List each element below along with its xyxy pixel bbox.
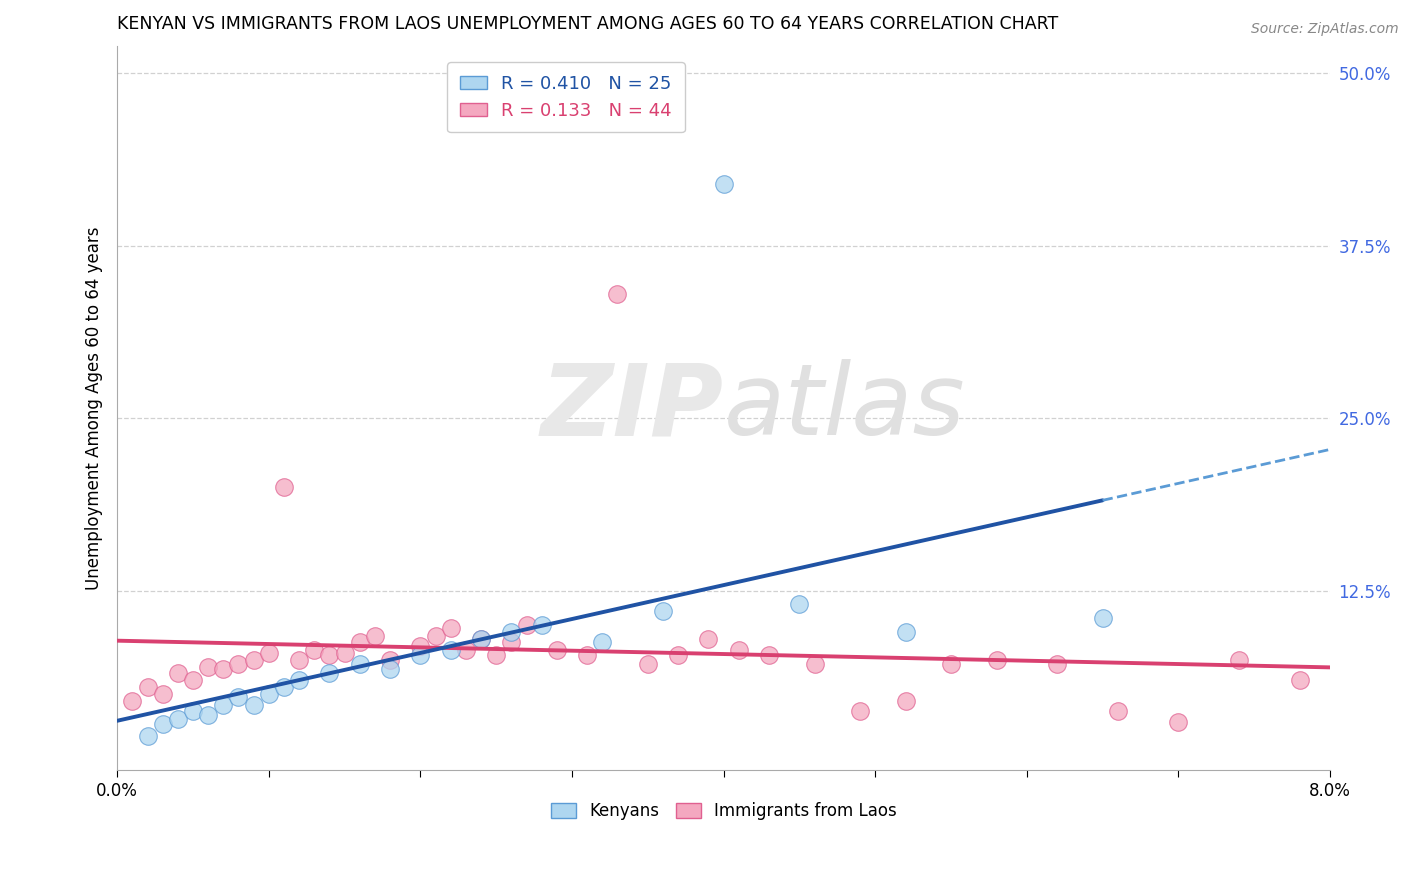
Text: KENYAN VS IMMIGRANTS FROM LAOS UNEMPLOYMENT AMONG AGES 60 TO 64 YEARS CORRELATIO: KENYAN VS IMMIGRANTS FROM LAOS UNEMPLOYM… [117, 15, 1059, 33]
Point [349, 634, 371, 648]
Point [606, 287, 628, 301]
Point [197, 659, 219, 673]
Point [1288, 673, 1310, 688]
Point [228, 690, 250, 704]
Point [257, 687, 280, 701]
Point [637, 657, 659, 671]
Point [1091, 611, 1114, 625]
Point [454, 643, 477, 657]
Point [136, 680, 159, 694]
Point [378, 652, 401, 666]
Point [470, 632, 492, 646]
Point [288, 673, 311, 688]
Point [697, 632, 720, 646]
Point [166, 712, 188, 726]
Point [501, 625, 523, 640]
Point [318, 666, 340, 681]
Point [318, 648, 340, 663]
Text: Source: ZipAtlas.com: Source: ZipAtlas.com [1251, 22, 1399, 37]
Point [515, 618, 537, 632]
Point [758, 648, 780, 663]
Point [409, 648, 432, 663]
Point [440, 643, 463, 657]
Point [1107, 704, 1129, 718]
Point [273, 480, 295, 494]
Point [349, 657, 371, 671]
Point [986, 652, 1008, 666]
Point [440, 621, 463, 635]
Point [136, 729, 159, 743]
Point [576, 648, 599, 663]
Legend: Kenyans, Immigrants from Laos: Kenyans, Immigrants from Laos [544, 796, 903, 827]
Point [939, 657, 962, 671]
Point [1167, 714, 1189, 729]
Point [212, 698, 235, 713]
Point [197, 707, 219, 722]
Point [849, 704, 872, 718]
Point [242, 698, 264, 713]
Point [166, 666, 188, 681]
Point [894, 625, 917, 640]
Point [304, 643, 326, 657]
Point [470, 632, 492, 646]
Point [789, 598, 811, 612]
Point [1046, 657, 1069, 671]
Point [591, 634, 613, 648]
Point [181, 704, 204, 718]
Point [530, 618, 553, 632]
Point [546, 643, 568, 657]
Point [425, 629, 447, 643]
Point [333, 646, 356, 660]
Point [485, 648, 508, 663]
Point [242, 652, 264, 666]
Point [378, 662, 401, 676]
Text: ZIP: ZIP [541, 359, 724, 457]
Point [894, 694, 917, 708]
Point [501, 634, 523, 648]
Point [257, 646, 280, 660]
Point [803, 657, 825, 671]
Point [713, 177, 735, 191]
Point [273, 680, 295, 694]
Point [666, 648, 689, 663]
Point [288, 652, 311, 666]
Point [652, 604, 675, 618]
Point [212, 662, 235, 676]
Point [152, 687, 174, 701]
Point [1227, 652, 1250, 666]
Point [152, 717, 174, 731]
Point [121, 694, 143, 708]
Point [364, 629, 387, 643]
Point [228, 657, 250, 671]
Y-axis label: Unemployment Among Ages 60 to 64 years: Unemployment Among Ages 60 to 64 years [86, 226, 103, 590]
Text: atlas: atlas [724, 359, 966, 457]
Point [409, 639, 432, 653]
Point [181, 673, 204, 688]
Point [727, 643, 749, 657]
